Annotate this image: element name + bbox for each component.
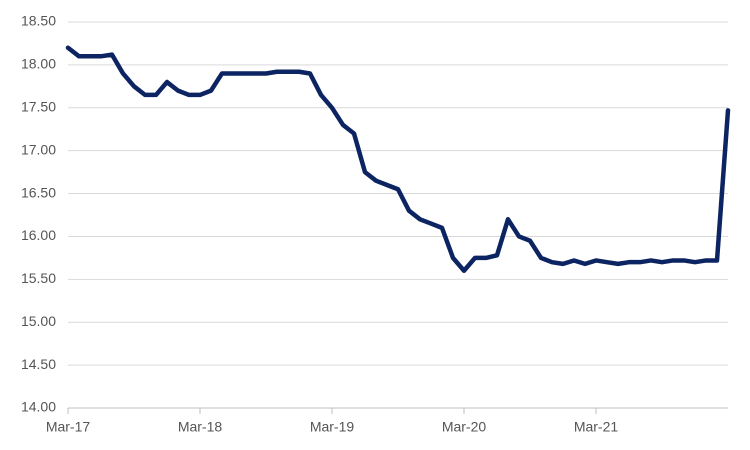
line <box>65 45 731 274</box>
x-tick-label: Mar-18 <box>178 419 223 435</box>
y-tick-label: 18.00 <box>21 56 56 72</box>
y-tick-label: 16.50 <box>21 184 56 200</box>
y-tick-label: 18.50 <box>21 13 56 29</box>
x-tick-label: Mar-17 <box>46 419 91 435</box>
y-tick-label: 17.00 <box>21 141 56 157</box>
x-tick-label: Mar-21 <box>574 419 619 435</box>
y-tick-label: 14.50 <box>21 356 56 372</box>
x-tick-label: Mar-19 <box>310 419 355 435</box>
y-tick-label: 16.00 <box>21 227 56 243</box>
x-tick-label: Mar-20 <box>442 419 487 435</box>
y-tick-label: 14.00 <box>21 399 56 415</box>
y-tick-label: 15.00 <box>21 313 56 329</box>
y-tick-label: 17.50 <box>21 98 56 114</box>
y-tick-label: 15.50 <box>21 270 56 286</box>
